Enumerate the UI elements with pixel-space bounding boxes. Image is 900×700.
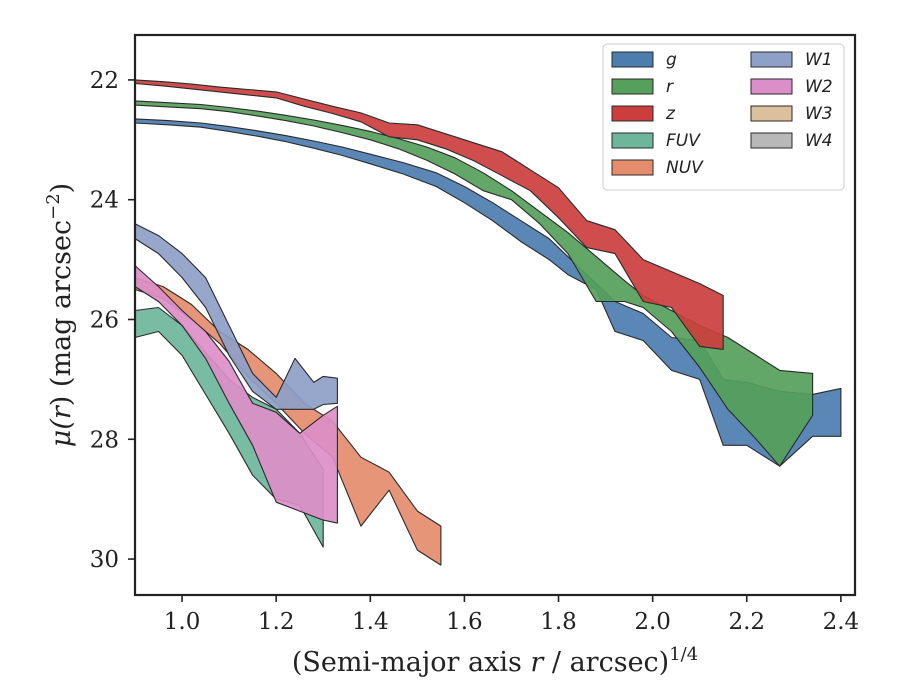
- legend-swatch-g: [611, 51, 654, 68]
- legend-label-z: z: [665, 104, 676, 124]
- y-tick-label: 24: [90, 188, 119, 214]
- x-tick-label: 1.0: [164, 609, 201, 635]
- bands-layer: [134, 79, 842, 566]
- y-tick-label: 30: [90, 547, 119, 573]
- legend-swatch-w2: [750, 78, 793, 95]
- legend-swatch-z: [611, 105, 654, 122]
- x-axis-label: (Semi-major axis r / arcsec)1/4: [292, 644, 698, 678]
- y-axis-label: μ(r) (mag arcsec−2): [43, 183, 77, 447]
- legend-label-w1: W1: [805, 50, 833, 70]
- legend: grz FUV NUV W1 W2 W3 W4: [602, 43, 845, 191]
- legend-swatch-w3: [750, 105, 793, 122]
- legend-label-w4: W4: [805, 131, 833, 151]
- x-tick-label: 1.6: [446, 609, 483, 635]
- plot-frame: [133, 33, 857, 597]
- band-nuv: [134, 277, 442, 566]
- legend-label-r: r: [666, 77, 674, 97]
- legend-label-w3: W3: [805, 104, 833, 124]
- y-tick-label: 22: [90, 68, 119, 94]
- legend-label-w2: W2: [805, 77, 833, 97]
- legend-label-nuv: NUV: [666, 158, 704, 178]
- legend-swatch-r: [611, 78, 654, 95]
- x-axis-ticks: 1.0 1.2 1.4 1.6 1.8 2.0 2.2 2.4: [164, 595, 859, 635]
- legend-swatch-w4: [750, 132, 793, 149]
- y-axis-ticks: 22 24 26 28 30: [90, 68, 135, 573]
- x-tick-label: 1.4: [352, 609, 389, 635]
- band-w2: [134, 265, 338, 524]
- legend-swatch-fuv: [611, 132, 654, 149]
- legend-label-g: g: [666, 50, 677, 70]
- y-tick-label: 26: [90, 307, 119, 333]
- x-tick-label: 2.4: [823, 609, 860, 635]
- x-tick-label: 2.0: [634, 609, 671, 635]
- band-r: [134, 100, 814, 467]
- legend-label-fuv: FUV: [666, 131, 701, 151]
- band-z: [134, 79, 724, 350]
- y-tick-label: 28: [90, 427, 119, 453]
- legend-swatch-nuv: [611, 159, 654, 176]
- legend-swatch-w1: [750, 51, 793, 68]
- x-tick-label: 2.2: [728, 609, 765, 635]
- x-tick-label: 1.2: [258, 609, 295, 635]
- band-w1: [134, 223, 338, 410]
- x-tick-label: 1.8: [540, 609, 577, 635]
